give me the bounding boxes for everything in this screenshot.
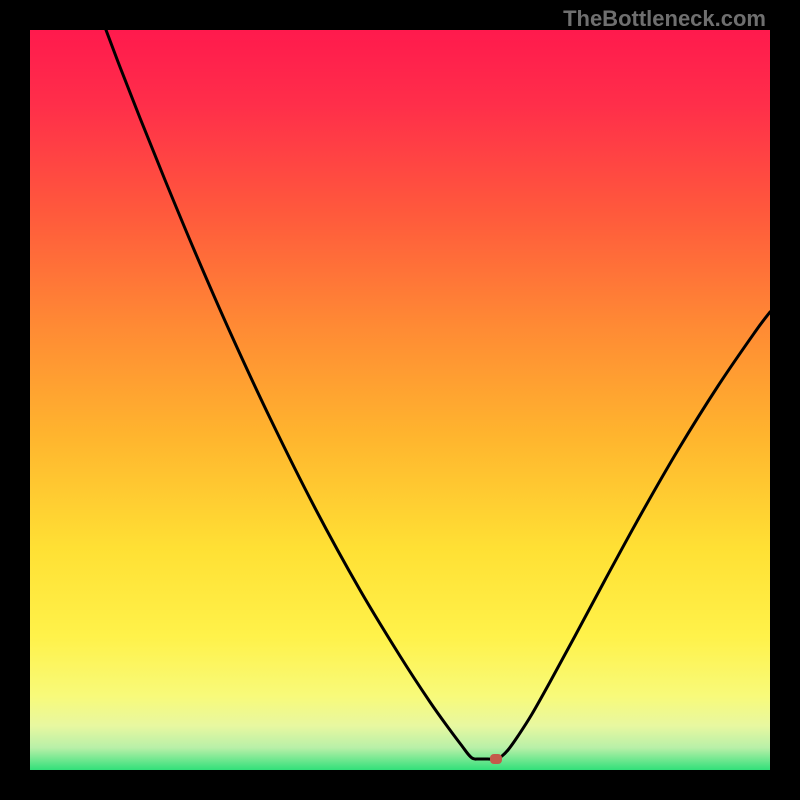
frame-border-left <box>0 0 30 800</box>
watermark-text: TheBottleneck.com <box>563 6 766 32</box>
bottleneck-marker <box>490 754 502 764</box>
chart-frame: TheBottleneck.com <box>0 0 800 800</box>
bottleneck-chart <box>30 30 770 770</box>
gradient-background <box>30 30 770 770</box>
frame-border-right <box>770 0 800 800</box>
frame-border-bottom <box>0 770 800 800</box>
